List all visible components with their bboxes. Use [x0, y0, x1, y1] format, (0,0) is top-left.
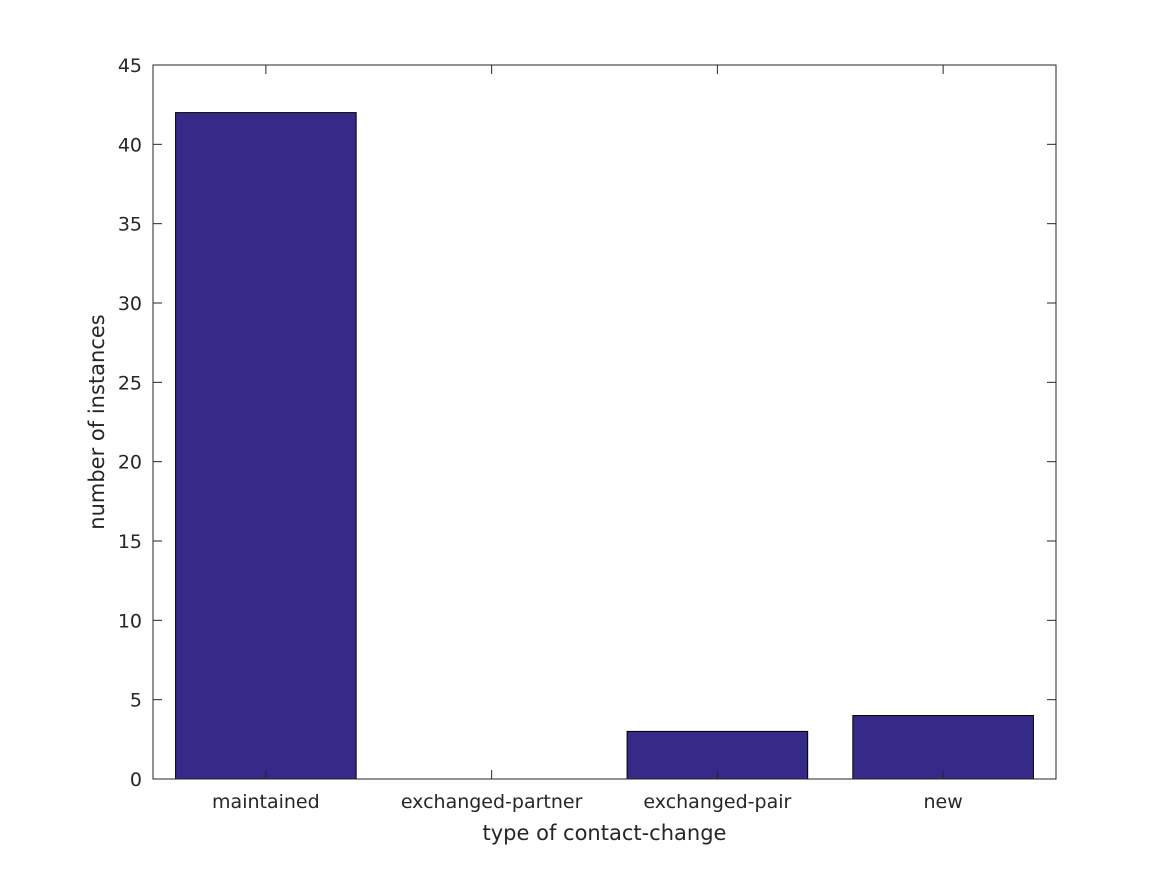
x-axis-label: type of contact-change	[483, 821, 727, 845]
y-tick-label: 40	[118, 134, 142, 156]
y-tick-label: 10	[118, 610, 142, 632]
x-tick-label: new	[923, 791, 962, 813]
bar-new	[852, 715, 1034, 780]
y-tick-label: 25	[118, 372, 142, 394]
bar-maintained	[175, 112, 357, 780]
y-tick-label: 20	[118, 452, 142, 474]
x-tick-label: exchanged-partner	[401, 791, 583, 813]
plot-frame	[152, 64, 1057, 780]
y-tick-label: 0	[130, 769, 142, 791]
y-tick-labels: 0 5 10 15 20 25 30 35 40 45	[118, 55, 142, 791]
x-tick-label: exchanged-pair	[643, 791, 791, 813]
y-axis-label: number of instances	[85, 314, 109, 529]
x-tick-labels: maintained exchanged-partner exchanged-pai…	[212, 791, 963, 813]
y-tick-label: 30	[118, 293, 142, 315]
y-tick-label: 45	[118, 55, 142, 77]
bars-group	[175, 112, 1034, 780]
y-tick-label: 35	[118, 214, 142, 236]
y-tick-label: 5	[130, 690, 142, 712]
y-tick-label: 15	[118, 531, 142, 553]
x-tick-label: maintained	[212, 791, 320, 813]
